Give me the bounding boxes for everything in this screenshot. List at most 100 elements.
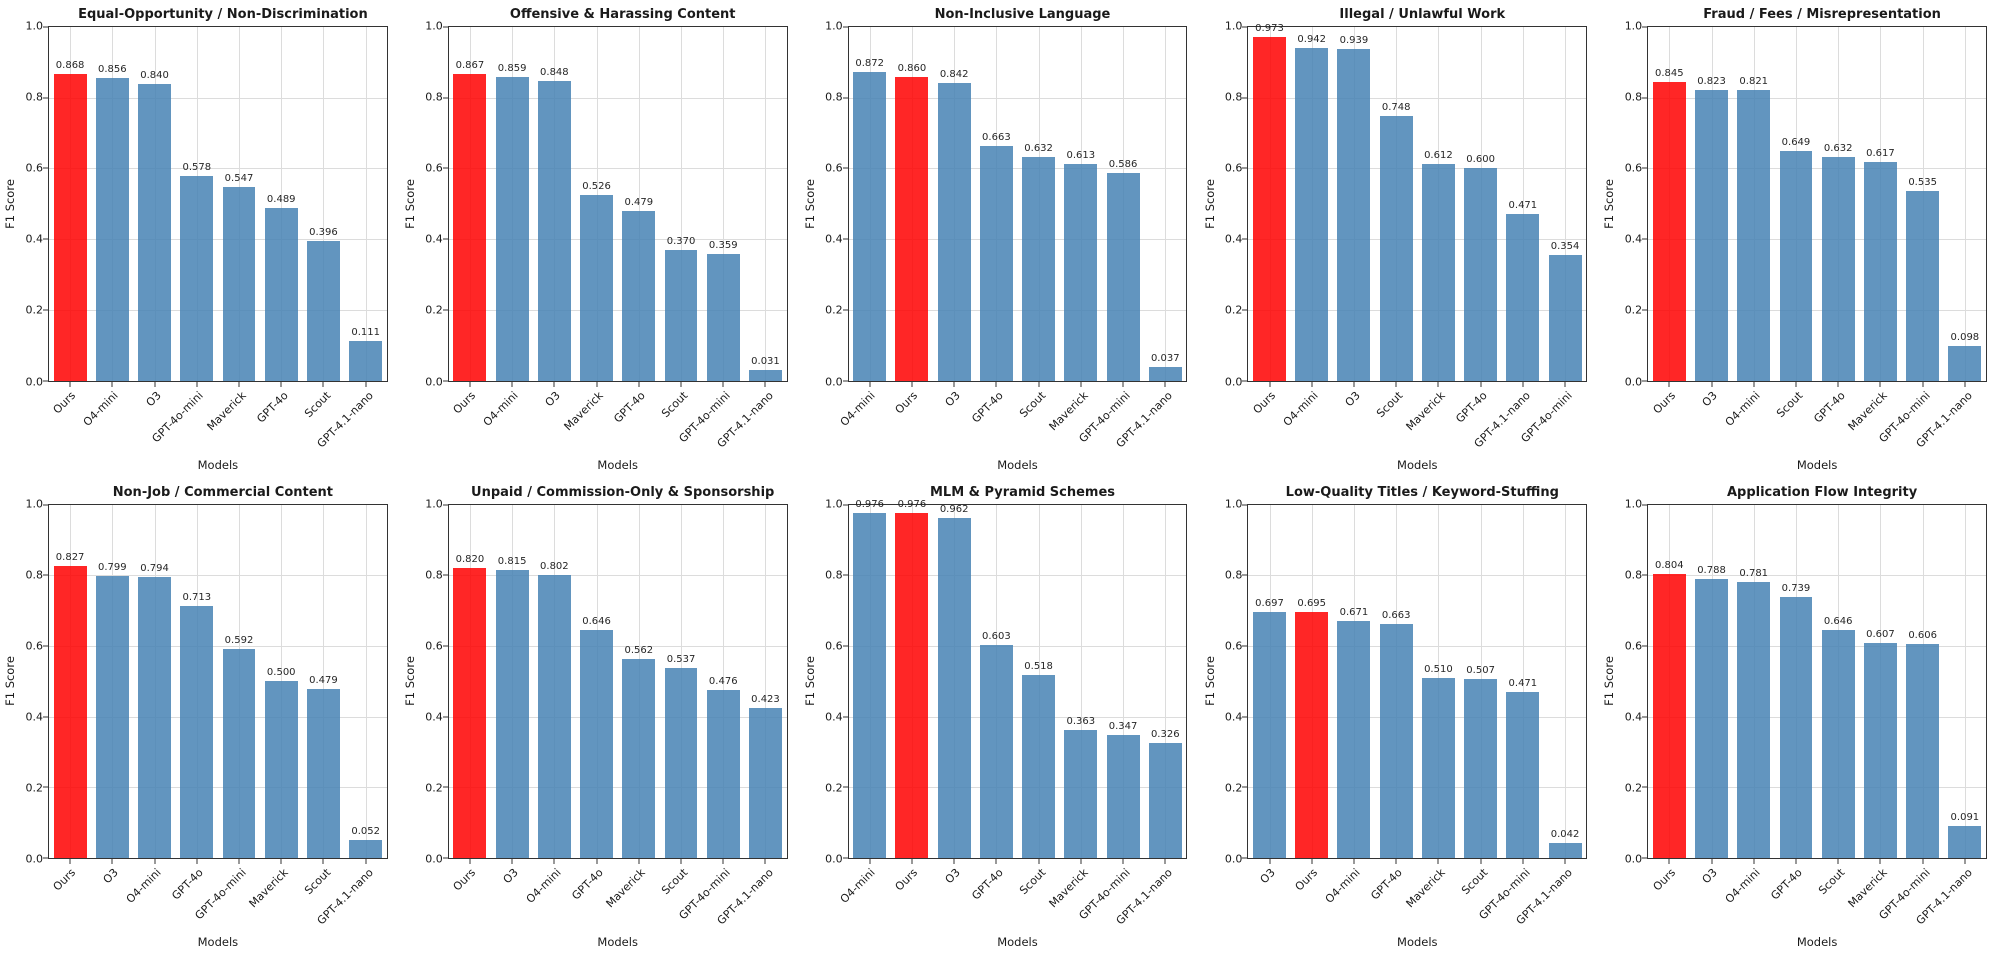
bar (1148, 367, 1182, 381)
y-axis: 0.0 0.2 0.4 0.6 0.8 1.0 (818, 497, 848, 866)
y-tick-mark (43, 167, 48, 169)
bar-value-label: 0.802 (540, 560, 569, 572)
x-tick-label: O4-mini (838, 866, 879, 906)
chart-title: Offensive & Harassing Content (509, 7, 736, 22)
y-tick-mark (842, 645, 848, 647)
plot-row: F1 Score 0.0 0.2 0.4 0.6 0.8 1.0 0.820 0.815 0.… (402, 497, 798, 952)
x-tick-label: Maverick (246, 866, 291, 911)
h-gridline (49, 575, 387, 577)
x-tick-label: O4-mini (480, 388, 521, 429)
bar-value-label: 0.111 (351, 327, 380, 339)
y-tick-label: 1.0 (1224, 19, 1243, 33)
y-tick-mark (43, 786, 48, 788)
bar-value-label: 0.562 (624, 645, 654, 657)
plot-column: 0.868 0.856 0.840 0.578 0.547 0.489 0.396 0.111… (43, 26, 388, 474)
chart-panel: Application Flow Integrity F1 Score 0.0 0… (1599, 478, 1999, 955)
y-axis: 0.0 0.2 0.4 0.6 0.8 1.0 (18, 497, 48, 866)
x-tick-mark (1711, 381, 1713, 387)
v-gridline (1522, 27, 1524, 381)
y-tick-mark (1242, 97, 1248, 99)
y-tick-label: 0.6 (425, 161, 443, 175)
x-tick-label: O3 (542, 388, 564, 409)
x-tick-mark (1122, 381, 1124, 387)
plot-row: F1 Score 0.0 0.2 0.4 0.6 0.8 1.0 0.872 0.860 0.… (802, 20, 1198, 474)
y-axis-title-text: F1 Score (402, 656, 417, 707)
x-tick-label: O3 (1257, 866, 1278, 887)
x-tick-label: Ours (893, 866, 921, 894)
v-gridline (1964, 27, 1966, 381)
x-tick-label: O4-mini (838, 388, 879, 429)
x-tick-mark (238, 381, 240, 387)
bar-value-label: 0.526 (582, 180, 611, 192)
plot-column: 0.867 0.859 0.848 0.526 0.479 0.370 0.359 0.031… (442, 26, 788, 474)
h-gridline (848, 575, 1187, 577)
x-tick-labels: O4-mini Ours O3 GPT-4o Scout Maverick GPT-4o-m… (838, 382, 1188, 452)
bar-value-label: 0.860 (897, 62, 927, 74)
y-tick-mark (1242, 167, 1248, 169)
x-tick-label: Maverick (1845, 866, 1891, 911)
x-tick-mark (1964, 859, 1966, 864)
y-tick-label: 0.2 (1624, 781, 1643, 795)
x-tick-label: O3 (100, 866, 121, 887)
x-tick-labels: Ours O3 O4-mini GPT-4o Maverick Scout GPT-4o-m… (448, 859, 788, 929)
y-tick-mark (1242, 380, 1248, 381)
plot-area: 0.973 0.942 0.939 0.748 0.612 0.600 0.471 0.354 (1242, 23, 1588, 387)
bar-value-label: 0.547 (224, 173, 254, 185)
x-tick-labels: O4-mini Ours O3 GPT-4o Scout Maverick GPT-4o-m… (838, 859, 1188, 929)
bar (1464, 168, 1498, 381)
y-tick-label: 0.8 (425, 568, 443, 582)
bar-value-label: 0.500 (266, 667, 296, 679)
bar (622, 211, 656, 381)
x-tick-mark (553, 381, 555, 387)
x-tick-label: Ours (450, 866, 479, 894)
h-gridline (848, 716, 1187, 718)
y-tick-mark (842, 309, 848, 311)
x-tick-mark (111, 859, 113, 864)
bar (706, 253, 740, 381)
chart-panel: Fraud / Fees / Misrepresentation F1 Scor… (1599, 0, 1999, 478)
x-tick-label: Scout (1016, 388, 1048, 420)
x-tick-label: O4-mini (1722, 388, 1763, 429)
h-gridline (1648, 309, 1986, 311)
y-tick-mark (1242, 716, 1248, 718)
bar (180, 605, 214, 858)
x-tick-mark (1480, 859, 1482, 864)
chart-title: Equal-Opportunity / Non-Discrimination (78, 7, 368, 22)
chart-title: Low-Quality Titles / Keyword-Stuffing (1285, 484, 1559, 500)
bar (1253, 611, 1286, 858)
bar-value-label: 0.848 (540, 66, 569, 78)
chart-panel: Equal-Opportunity / Non-Discrimination F… (0, 0, 400, 478)
x-tick-mark (196, 859, 198, 864)
x-tick-labels: Ours O3 O4-mini GPT-4o GPT-4o-mini Maverick Sc… (48, 859, 388, 929)
x-axis-title: Models (997, 935, 1038, 949)
chart-title: Unpaid / Commission-Only & Sponsorship (471, 484, 775, 500)
y-tick-label: 0.8 (25, 90, 44, 104)
y-axis-title: F1 Score (2, 504, 18, 860)
bar-value-label: 0.697 (1255, 597, 1284, 609)
h-gridline (1648, 787, 1986, 789)
v-gridline (765, 27, 767, 381)
plot-area: 0.804 0.788 0.781 0.739 0.646 0.607 0.606 0.091 (1642, 503, 1987, 864)
v-gridline (1165, 504, 1167, 858)
x-axis-title: Models (1397, 935, 1438, 949)
x-axis-title: Models (1796, 457, 1838, 472)
bar (1821, 629, 1855, 858)
x-tick-mark (511, 381, 513, 387)
x-tick-label: O3 (942, 866, 963, 887)
bar-value-label: 0.842 (939, 68, 969, 80)
bar (1421, 677, 1455, 858)
bar-value-label: 0.804 (1654, 559, 1684, 571)
h-gridline (1648, 645, 1986, 647)
v-gridline (1565, 504, 1567, 858)
x-tick-label: Scout (302, 866, 334, 898)
x-tick-mark (1164, 381, 1166, 387)
v-gridline (638, 27, 640, 381)
y-tick-label: 0.2 (825, 781, 843, 795)
x-tick-mark (1795, 381, 1797, 387)
y-tick-label: 0.0 (825, 375, 843, 388)
y-tick-mark (842, 26, 848, 28)
y-axis: 0.0 0.2 0.4 0.6 0.8 1.0 (1617, 497, 1647, 866)
y-tick-label: 1.0 (1624, 497, 1643, 510)
x-tick-mark (1668, 381, 1670, 387)
y-tick-label: 0.6 (1224, 161, 1243, 175)
